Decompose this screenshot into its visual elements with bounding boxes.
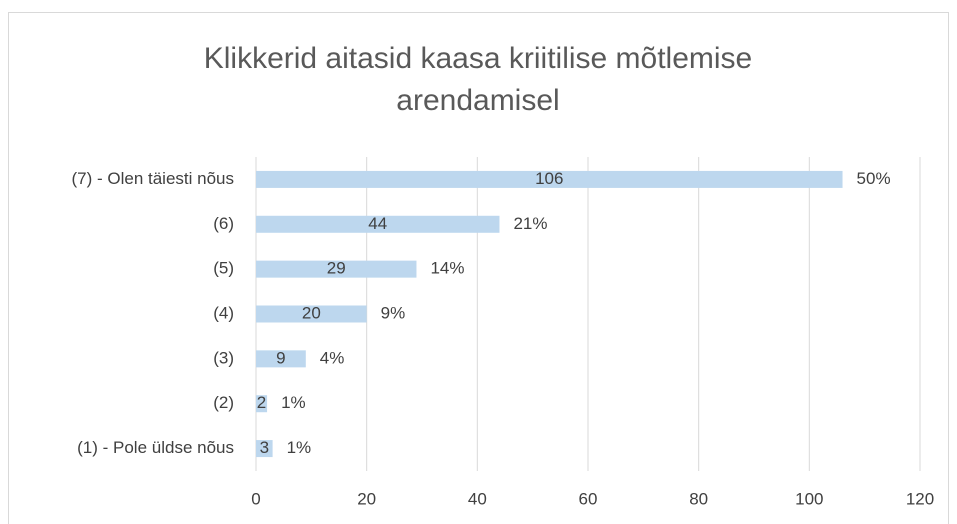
x-tick-label: 40 (468, 489, 487, 508)
y-tick-label: (1) - Pole üldse nõus (77, 438, 234, 457)
value-label: 3 (260, 438, 269, 457)
chart-border (8, 12, 949, 524)
bar (256, 260, 417, 278)
percent-label: 50% (857, 169, 891, 188)
y-tick-label: (6) (213, 214, 234, 233)
chart-title: Klikkerid aitasid kaasa kriitilise mõtle… (203, 42, 753, 117)
percent-label: 4% (320, 348, 345, 367)
percent-label: 1% (287, 438, 312, 457)
value-label: 20 (302, 303, 321, 322)
percent-label: 9% (381, 303, 406, 322)
value-label: 106 (535, 169, 563, 188)
y-tick-label: (5) (213, 259, 234, 278)
y-tick-label: (4) (213, 303, 234, 322)
x-tick-label: 120 (906, 489, 934, 508)
bar (256, 170, 843, 188)
y-tick-label: (3) (213, 348, 234, 367)
x-tick-label: 100 (795, 489, 823, 508)
bar (256, 215, 500, 233)
x-tick-label: 20 (357, 489, 376, 508)
percent-label: 1% (281, 393, 306, 412)
bar (256, 395, 268, 413)
bar (256, 350, 306, 368)
value-label: 9 (276, 348, 285, 367)
value-label: 2 (257, 393, 266, 412)
value-label: 44 (368, 214, 387, 233)
x-tick-label: 60 (579, 489, 598, 508)
percent-label: 14% (430, 259, 464, 278)
bar (256, 440, 273, 458)
bar (256, 305, 367, 323)
y-tick-label: (2) (213, 393, 234, 412)
value-label: 29 (327, 259, 346, 278)
y-tick-label: (7) - Olen täiesti nõus (71, 169, 234, 188)
x-tick-label: 80 (689, 489, 708, 508)
percent-label: 21% (513, 214, 547, 233)
x-tick-label: 0 (251, 489, 260, 508)
